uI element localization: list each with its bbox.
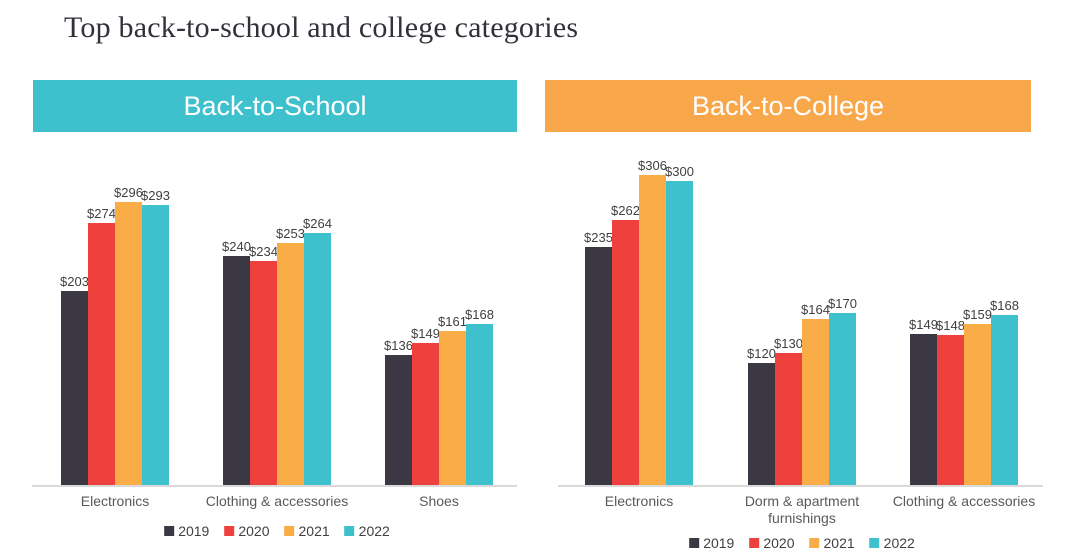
bar-value-label: $168 xyxy=(465,307,494,322)
legend-item-2021: 2021 xyxy=(809,535,855,551)
legend-item-2019: 2019 xyxy=(689,536,734,550)
bar-value-label: $306 xyxy=(638,158,667,173)
legend-label: 2019 xyxy=(703,535,735,551)
legend-label: 2022 xyxy=(883,535,915,551)
bar-value-label: $148 xyxy=(936,318,965,333)
legend-item-2022: 2022 xyxy=(869,535,915,551)
legend-swatch-icon xyxy=(689,538,700,548)
bar-value-label: $136 xyxy=(384,338,413,353)
legend-label: 2021 xyxy=(823,535,855,551)
legend-item-2022: 2022 xyxy=(344,523,390,539)
page-title: Top back-to-school and college categorie… xyxy=(64,11,579,44)
bar-2021-clothing-accessories xyxy=(277,243,304,485)
legend: 2019 2020 2021 2022 xyxy=(164,524,390,538)
bar-2019-clothing-accessories xyxy=(223,256,250,485)
bar-2020-dorm-apartment-furnishings xyxy=(775,353,802,485)
bar-2022-dorm-apartment-furnishings xyxy=(829,313,856,485)
legend-label: 2020 xyxy=(238,523,270,539)
bar-value-label: $274 xyxy=(87,206,116,221)
legend-label: 2019 xyxy=(178,523,210,539)
category-label: Clothing & accessories xyxy=(205,493,349,509)
bar-2021-electronics xyxy=(639,175,666,485)
bar-value-label: $253 xyxy=(276,226,305,241)
bar-value-label: $149 xyxy=(411,326,440,341)
bar-value-label: $161 xyxy=(438,314,467,329)
legend-swatch-icon xyxy=(809,538,820,548)
legend-swatch-icon xyxy=(869,538,880,548)
bar-2021-dorm-apartment-furnishings xyxy=(802,319,829,485)
legend-item-2021: 2021 xyxy=(284,523,330,539)
back-to-college-banner: Back-to-College xyxy=(545,80,1031,132)
category-label: Clothing & accessories xyxy=(892,493,1036,509)
bar-value-label: $264 xyxy=(303,216,332,231)
bar-2019-clothing-accessories xyxy=(910,334,937,485)
category-label: Shoes xyxy=(419,493,459,509)
bar-2021-shoes xyxy=(439,331,466,485)
legend-label: 2021 xyxy=(298,523,330,539)
back-to-college-banner-label: Back-to-College xyxy=(691,90,885,121)
bar-value-label: $120 xyxy=(747,346,776,361)
bar-value-label: $293 xyxy=(141,188,170,203)
bar-value-label: $234 xyxy=(249,244,278,259)
bar-value-label: $300 xyxy=(665,164,694,179)
bar-2019-shoes xyxy=(385,355,412,485)
bar-2019-electronics xyxy=(585,247,612,485)
legend-swatch-icon xyxy=(284,526,295,536)
bar-value-label: $296 xyxy=(114,185,143,200)
bar-value-label: $168 xyxy=(990,298,1019,313)
legend-swatch-icon xyxy=(344,526,355,536)
legend-item-2020: 2020 xyxy=(749,535,795,551)
legend-label: 2020 xyxy=(763,535,795,551)
legend-swatch-icon xyxy=(224,526,235,536)
back-to-school-banner-label: Back-to-School xyxy=(183,90,367,121)
bar-2019-dorm-apartment-furnishings xyxy=(748,363,775,485)
bar-2022-electronics xyxy=(142,205,169,485)
category-label: Electronics xyxy=(604,493,674,509)
bar-value-label: $170 xyxy=(828,296,857,311)
bar-2020-shoes xyxy=(412,343,439,485)
bar-value-label: $235 xyxy=(584,230,613,245)
bar-2021-electronics xyxy=(115,202,142,485)
bar-2021-clothing-accessories xyxy=(964,324,991,485)
bar-2022-clothing-accessories xyxy=(991,315,1018,485)
bar-value-label: $262 xyxy=(611,203,640,218)
x-axis-line xyxy=(558,485,1043,487)
legend-label: 2022 xyxy=(358,523,390,539)
bar-value-label: $164 xyxy=(801,302,830,317)
category-label: Dorm & apartment furnishings xyxy=(744,493,860,526)
bar-value-label: $130 xyxy=(774,336,803,351)
bar-2020-electronics xyxy=(88,223,115,485)
bar-2020-clothing-accessories xyxy=(250,261,277,485)
bar-2020-electronics xyxy=(612,220,639,485)
legend-item-2020: 2020 xyxy=(224,523,270,539)
bar-2022-clothing-accessories xyxy=(304,233,331,485)
bar-2019-electronics xyxy=(61,291,88,485)
bar-2022-shoes xyxy=(466,324,493,485)
bar-value-label: $240 xyxy=(222,239,251,254)
bar-2020-clothing-accessories xyxy=(937,335,964,485)
bar-value-label: $203 xyxy=(60,274,89,289)
back-to-school-banner: Back-to-School xyxy=(33,80,517,132)
bar-value-label: $159 xyxy=(963,307,992,322)
legend-item-2019: 2019 xyxy=(164,524,209,538)
x-axis-line xyxy=(32,485,517,487)
bar-2022-electronics xyxy=(666,181,693,485)
category-label: Electronics xyxy=(80,493,150,509)
legend: 2019 2020 2021 2022 xyxy=(689,536,915,550)
legend-swatch-icon xyxy=(164,526,175,536)
bar-value-label: $149 xyxy=(909,317,938,332)
legend-swatch-icon xyxy=(749,538,760,548)
